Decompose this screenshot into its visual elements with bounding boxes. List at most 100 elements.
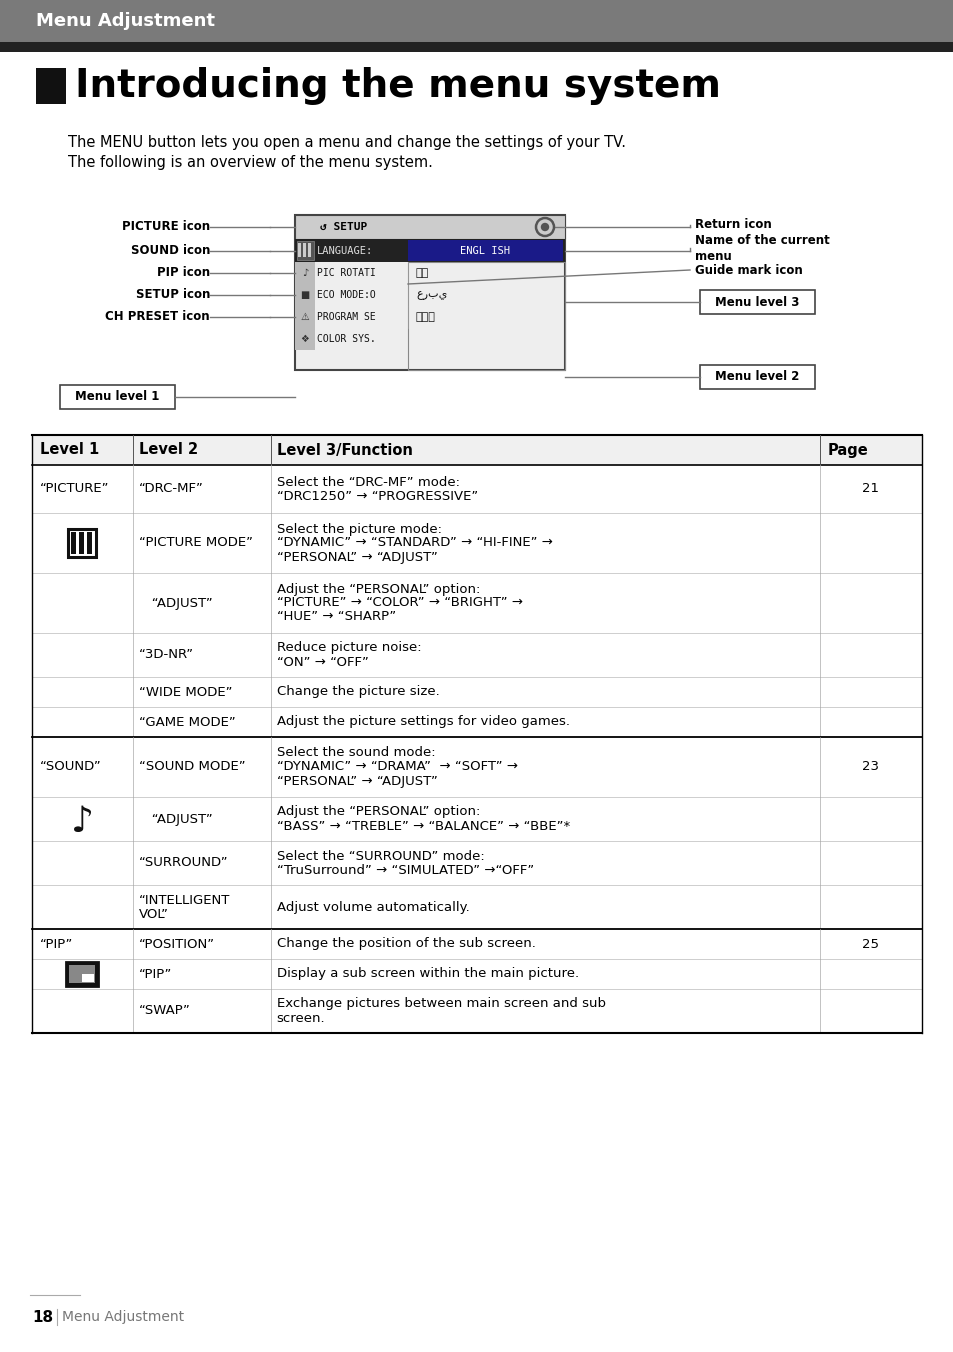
Text: “DRC1250” → “PROGRESSIVE”: “DRC1250” → “PROGRESSIVE” xyxy=(276,489,477,503)
Bar xyxy=(32,465,921,512)
Text: Guide mark icon: Guide mark icon xyxy=(695,264,801,277)
Text: 25: 25 xyxy=(862,937,879,950)
Text: Adjust the picture settings for video games.: Adjust the picture settings for video ga… xyxy=(276,715,569,729)
Text: Adjust volume automatically.: Adjust volume automatically. xyxy=(276,900,469,914)
Bar xyxy=(82,973,94,982)
Text: “HUE” → “SHARP”: “HUE” → “SHARP” xyxy=(276,611,395,623)
Text: 21: 21 xyxy=(862,483,879,495)
Text: ♪: ♪ xyxy=(71,804,93,840)
Text: Level 1: Level 1 xyxy=(40,442,99,457)
Bar xyxy=(69,529,96,557)
Bar xyxy=(294,284,314,306)
Text: ■: ■ xyxy=(300,289,310,300)
Text: Introducing the menu system: Introducing the menu system xyxy=(75,68,720,105)
Text: PIP icon: PIP icon xyxy=(156,266,210,280)
Bar xyxy=(297,243,301,257)
Bar xyxy=(60,385,174,410)
Text: “PIP”: “PIP” xyxy=(40,937,73,950)
Text: “BASS” → “TREBLE” → “BALANCE” → “BBE”*: “BASS” → “TREBLE” → “BALANCE” → “BBE”* xyxy=(276,819,569,833)
Text: Exchange pictures between main screen and sub: Exchange pictures between main screen an… xyxy=(276,998,605,1010)
Text: 18: 18 xyxy=(32,1310,53,1325)
Bar xyxy=(294,215,564,239)
Bar xyxy=(32,737,921,796)
Text: ↺ SETUP: ↺ SETUP xyxy=(319,222,367,233)
Bar xyxy=(36,68,66,104)
Bar xyxy=(32,959,921,990)
Text: Select the “DRC-MF” mode:: Select the “DRC-MF” mode: xyxy=(276,476,459,488)
Text: Reduce picture noise:: Reduce picture noise: xyxy=(276,641,420,654)
Text: Adjust the “PERSONAL” option:: Adjust the “PERSONAL” option: xyxy=(276,806,479,818)
Bar xyxy=(294,239,564,262)
Text: Select the picture mode:: Select the picture mode: xyxy=(276,522,441,535)
Text: SOUND icon: SOUND icon xyxy=(131,243,210,257)
Text: Menu Adjustment: Menu Adjustment xyxy=(62,1310,184,1324)
Bar xyxy=(294,262,314,284)
Text: Level 3/Function: Level 3/Function xyxy=(276,442,412,457)
Text: 中文: 中文 xyxy=(416,268,429,279)
Text: The MENU button lets you open a menu and change the settings of your TV.: The MENU button lets you open a menu and… xyxy=(68,135,625,150)
Text: “WIDE MODE”: “WIDE MODE” xyxy=(138,685,232,699)
Text: Menu Adjustment: Menu Adjustment xyxy=(36,12,214,30)
Bar xyxy=(408,262,564,370)
Text: Select the “SURROUND” mode:: Select the “SURROUND” mode: xyxy=(276,849,484,863)
Text: “DYNAMIC” → “STANDARD” → “HI-FINE” →: “DYNAMIC” → “STANDARD” → “HI-FINE” → xyxy=(276,537,552,549)
Text: LANGUAGE:: LANGUAGE: xyxy=(316,246,373,256)
Text: Display a sub screen within the main picture.: Display a sub screen within the main pic… xyxy=(276,968,578,980)
Text: Return icon: Return icon xyxy=(695,219,771,231)
Bar xyxy=(294,329,314,350)
Text: “PERSONAL” → “ADJUST”: “PERSONAL” → “ADJUST” xyxy=(276,775,436,787)
Bar xyxy=(32,707,921,737)
Text: “GAME MODE”: “GAME MODE” xyxy=(138,715,235,729)
Text: Select the sound mode:: Select the sound mode: xyxy=(276,746,435,760)
Bar xyxy=(296,241,314,260)
Text: Page: Page xyxy=(827,442,867,457)
Bar xyxy=(0,42,953,51)
Text: Menu level 3: Menu level 3 xyxy=(714,296,799,308)
Text: عربي: عربي xyxy=(416,289,447,300)
Text: “PERSONAL” → “ADJUST”: “PERSONAL” → “ADJUST” xyxy=(276,550,436,564)
Bar xyxy=(294,215,564,370)
Bar xyxy=(308,243,311,257)
Bar xyxy=(32,512,921,573)
Text: “ON” → “OFF”: “ON” → “OFF” xyxy=(276,656,368,668)
Text: ENGL ISH: ENGL ISH xyxy=(460,246,510,256)
Bar xyxy=(32,796,921,841)
Text: “SWAP”: “SWAP” xyxy=(138,1005,191,1018)
Text: “POSITION”: “POSITION” xyxy=(138,937,214,950)
Text: The following is an overview of the menu system.: The following is an overview of the menu… xyxy=(68,155,433,170)
Text: Name of the current: Name of the current xyxy=(695,234,829,246)
Text: “TruSurround” → “SIMULATED” →“OFF”: “TruSurround” → “SIMULATED” →“OFF” xyxy=(276,864,534,876)
Text: ❖: ❖ xyxy=(300,334,309,343)
Bar xyxy=(70,965,95,983)
Text: “PICTURE” → “COLOR” → “BRIGHT” →: “PICTURE” → “COLOR” → “BRIGHT” → xyxy=(276,596,522,610)
Bar xyxy=(32,633,921,677)
Text: “SURROUND”: “SURROUND” xyxy=(138,857,228,869)
Text: screen.: screen. xyxy=(276,1011,325,1025)
Text: SETUP icon: SETUP icon xyxy=(135,288,210,301)
Text: “3D-NR”: “3D-NR” xyxy=(138,649,193,661)
Bar xyxy=(32,573,921,633)
Text: “SOUND MODE”: “SOUND MODE” xyxy=(138,760,245,773)
Text: PROGRAM SE: PROGRAM SE xyxy=(316,312,375,322)
Text: Change the position of the sub screen.: Change the position of the sub screen. xyxy=(276,937,535,950)
Bar xyxy=(32,929,921,959)
Text: “PICTURE”: “PICTURE” xyxy=(40,483,110,495)
Text: PICTURE icon: PICTURE icon xyxy=(122,220,210,234)
Text: ⚠: ⚠ xyxy=(300,312,309,322)
Text: ♪: ♪ xyxy=(301,268,308,279)
Text: ECO MODE:O: ECO MODE:O xyxy=(316,289,375,300)
Text: Menu level 1: Menu level 1 xyxy=(74,391,159,403)
Text: 23: 23 xyxy=(862,760,879,773)
Bar xyxy=(66,963,98,986)
Text: Change the picture size.: Change the picture size. xyxy=(276,685,438,699)
Text: COLOR SYS.: COLOR SYS. xyxy=(316,334,375,343)
Text: “INTELLIGENT: “INTELLIGENT xyxy=(138,894,230,906)
Text: VOL”: VOL” xyxy=(138,907,169,921)
Bar xyxy=(303,243,306,257)
Bar xyxy=(0,0,953,42)
Bar xyxy=(87,531,92,554)
Text: “SOUND”: “SOUND” xyxy=(40,760,102,773)
Text: Menu level 2: Menu level 2 xyxy=(714,370,799,384)
Bar xyxy=(32,677,921,707)
Text: “DRC-MF”: “DRC-MF” xyxy=(138,483,203,495)
